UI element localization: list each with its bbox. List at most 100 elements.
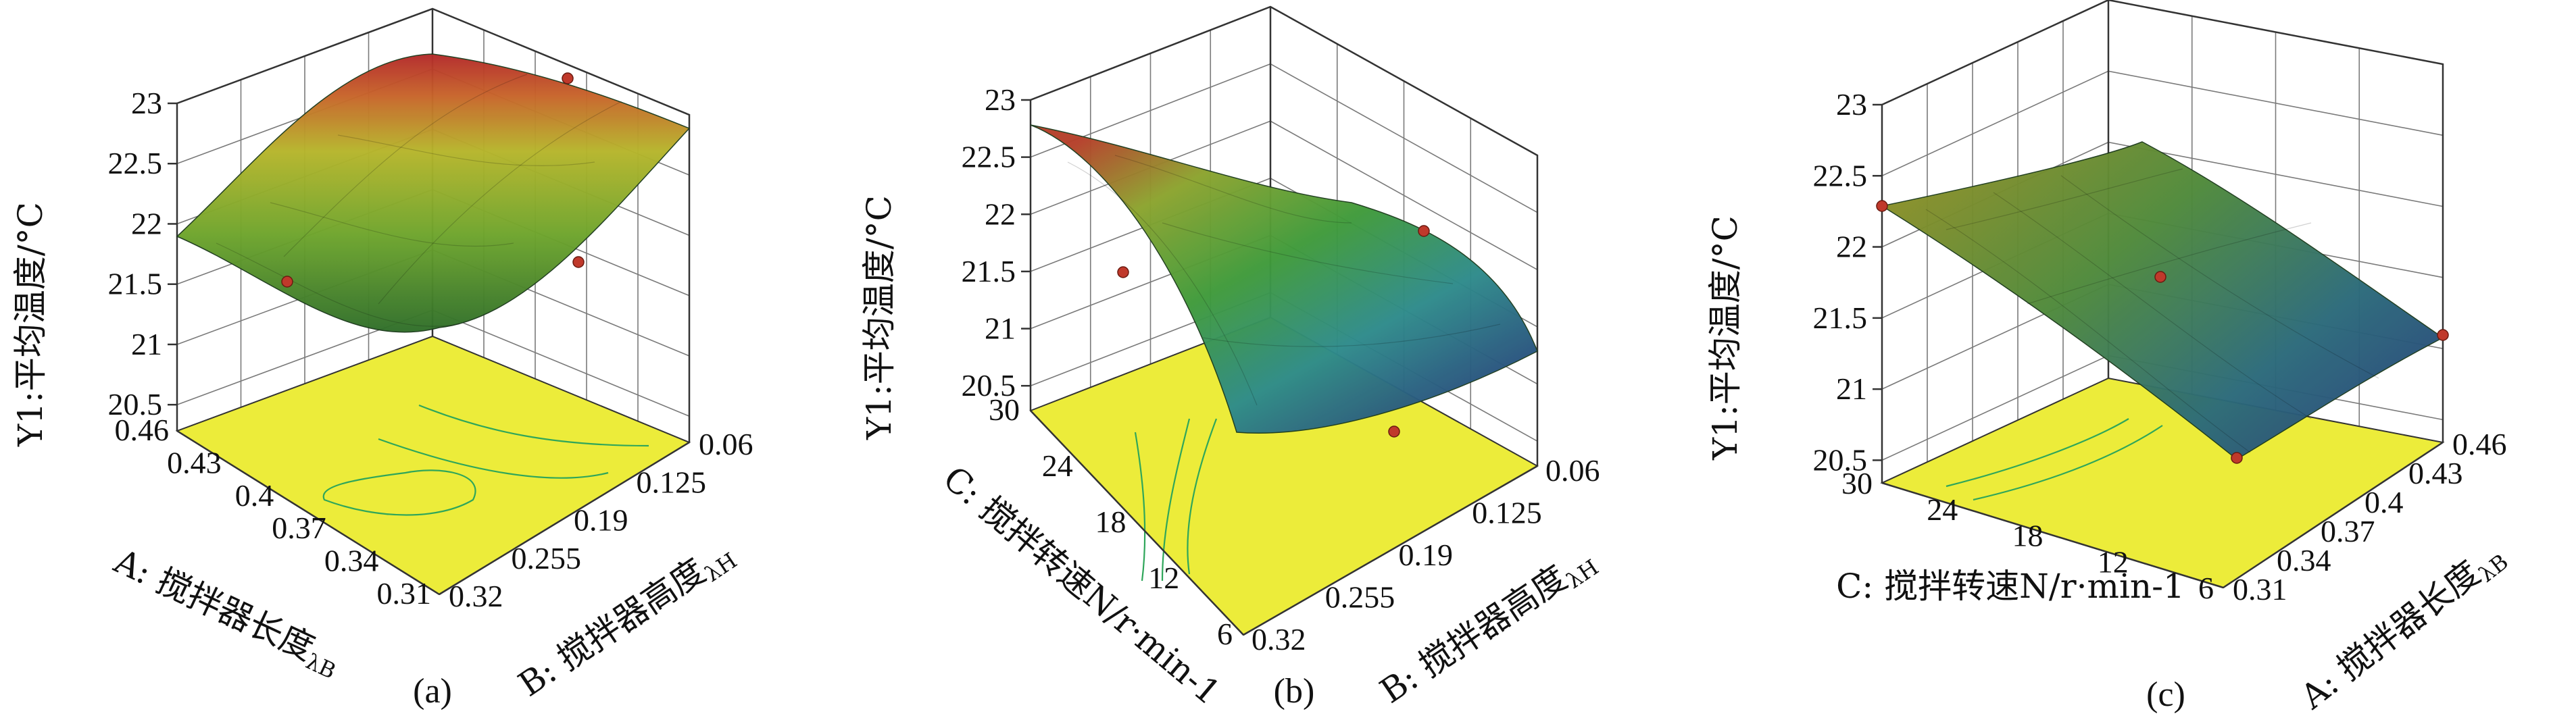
axis-tick-label: 0.06 [699,427,753,461]
contour-line [418,404,649,447]
z-tick-label: 21.5 [962,254,1016,288]
axis-tick-label: 6 [1217,617,1233,651]
axis-tick-label: 0.34 [324,544,379,578]
design-point [572,256,585,268]
response-surface [1030,124,1538,434]
axis-tick-label: 0.37 [2321,514,2375,548]
z-tick-label: 23 [985,82,1016,117]
z-tick-label: 21.5 [1813,301,1868,335]
z-tick-label: 22.5 [1813,158,1868,192]
axis-tick-label: 0.32 [1252,622,1306,656]
design-point [2437,329,2449,341]
surface-mesh-line [2060,175,2379,379]
panel-caption: (c) [2146,675,2185,714]
surface-mesh-line [1946,168,2183,230]
surface-mesh-line [1114,155,1352,224]
axis-tick-label: 0.19 [1399,538,1454,572]
left-axis-label: A: 搅拌器长度λB [106,541,347,684]
z-tick-label: 20.5 [108,387,163,421]
axis-tick-label: 0.32 [449,579,503,613]
axis-tick-label: 0.125 [1472,496,1542,530]
contour-floor [175,335,691,596]
axis-tick-label: 0.43 [2408,456,2463,490]
axis-tick-label: 0.31 [377,576,432,611]
z-tick-label: 22 [131,206,162,240]
contour-line [378,438,609,479]
surface-mesh-line [283,74,528,257]
surface-mesh-line [216,242,460,327]
panel-caption: (a) [413,672,452,711]
box-edge [1881,0,2444,483]
surface-mesh-line [2027,222,2312,305]
z-tick-label: 21.5 [108,267,163,301]
contour-line [1187,418,1218,575]
box-edge [176,430,440,596]
surface-mesh-line [270,202,514,247]
design-point [1876,200,1888,212]
box-edge [1030,410,1244,636]
left-axis-label: C: 搅拌转速N/r·min-1 [1836,567,2185,606]
design-point [1388,426,1400,438]
axis-tick-label: 0.4 [235,478,274,513]
surface-mesh-line [1925,209,2251,453]
response-surface [176,53,691,333]
axis-tick-label: 0.34 [2277,543,2331,577]
box-edge [1881,482,2224,589]
z-tick-label: 21 [131,327,162,361]
axis-tick-label: 0.46 [115,413,170,447]
design-point [562,72,574,84]
contour-line [1973,425,2163,501]
axis-tick-label: 0.37 [272,511,326,545]
z-tick-label: 23 [1836,87,1867,122]
axis-tick-label: 24 [1042,448,1073,483]
z-tick-label: 22.5 [962,140,1016,174]
contour-line [322,469,476,516]
panel-c: 23 22.5 22 21.5 21 20.5 Y1:平均温度/°C 30 24 18 12 6 0.4… [1706,0,2513,720]
design-point [281,276,293,288]
z-tick-label: 22.5 [108,146,163,180]
axis-tick-label: 0.31 [2233,572,2287,607]
z-axis-label: Y1:平均温度/°C [860,195,899,440]
z-tick-label: 22 [985,197,1016,231]
surface-mesh-line [337,134,595,167]
z-tick-label: 23 [131,86,162,120]
axis-tick-label: 30 [1841,466,1873,500]
grid-line [1030,6,1538,156]
z-tick-label: 20.5 [1813,442,1868,477]
design-point [1418,225,1430,237]
axis-tick-label: 6 [2198,571,2214,605]
axis-tick-label: 0.255 [512,541,582,575]
axis-tick-label: 18 [1095,505,1126,539]
axis-tick-label: 30 [989,392,1020,427]
box-edge [1243,465,1538,636]
axis-tick-label: 18 [2012,519,2044,553]
surface-mesh-line [1162,222,1454,284]
z-tick-label: 21 [985,311,1016,346]
z-axis-label: Y1:平均温度/°C [1706,215,1745,461]
surface-mesh-line [1202,324,1501,347]
design-point [2231,452,2243,464]
contour-line [1134,432,1146,582]
z-axis-label: Y1:平均温度/°C [11,202,50,447]
axis-tick-label: 12 [2098,544,2129,579]
z-tick-label: 22 [1836,230,1867,264]
axis-tick-label: 0.125 [637,465,707,499]
panel-b: 23 22.5 22 21.5 21 20.5 Y1:平均温度/°C 30 24 18 12 6 0.0… [860,5,1603,715]
z-tick-label: 20.5 [962,368,1016,403]
axis-tick-label: 0.43 [167,445,222,480]
axis-tick-label: 0.4 [2364,485,2404,519]
design-point [1117,266,1129,278]
surface-mesh-line [1993,192,2312,419]
axis-tick-label: 0.06 [1545,453,1600,488]
axis-tick-label: 0.255 [1325,580,1395,615]
panel-caption: (b) [1274,672,1315,711]
design-point [2154,271,2166,283]
surface-mesh-line [1067,161,1258,406]
box-edge [439,441,690,596]
surface-mesh-line [378,101,622,305]
contour-line [1946,418,2129,488]
axis-tick-label: 0.19 [574,503,628,538]
z-tick-label: 21 [1836,371,1867,406]
